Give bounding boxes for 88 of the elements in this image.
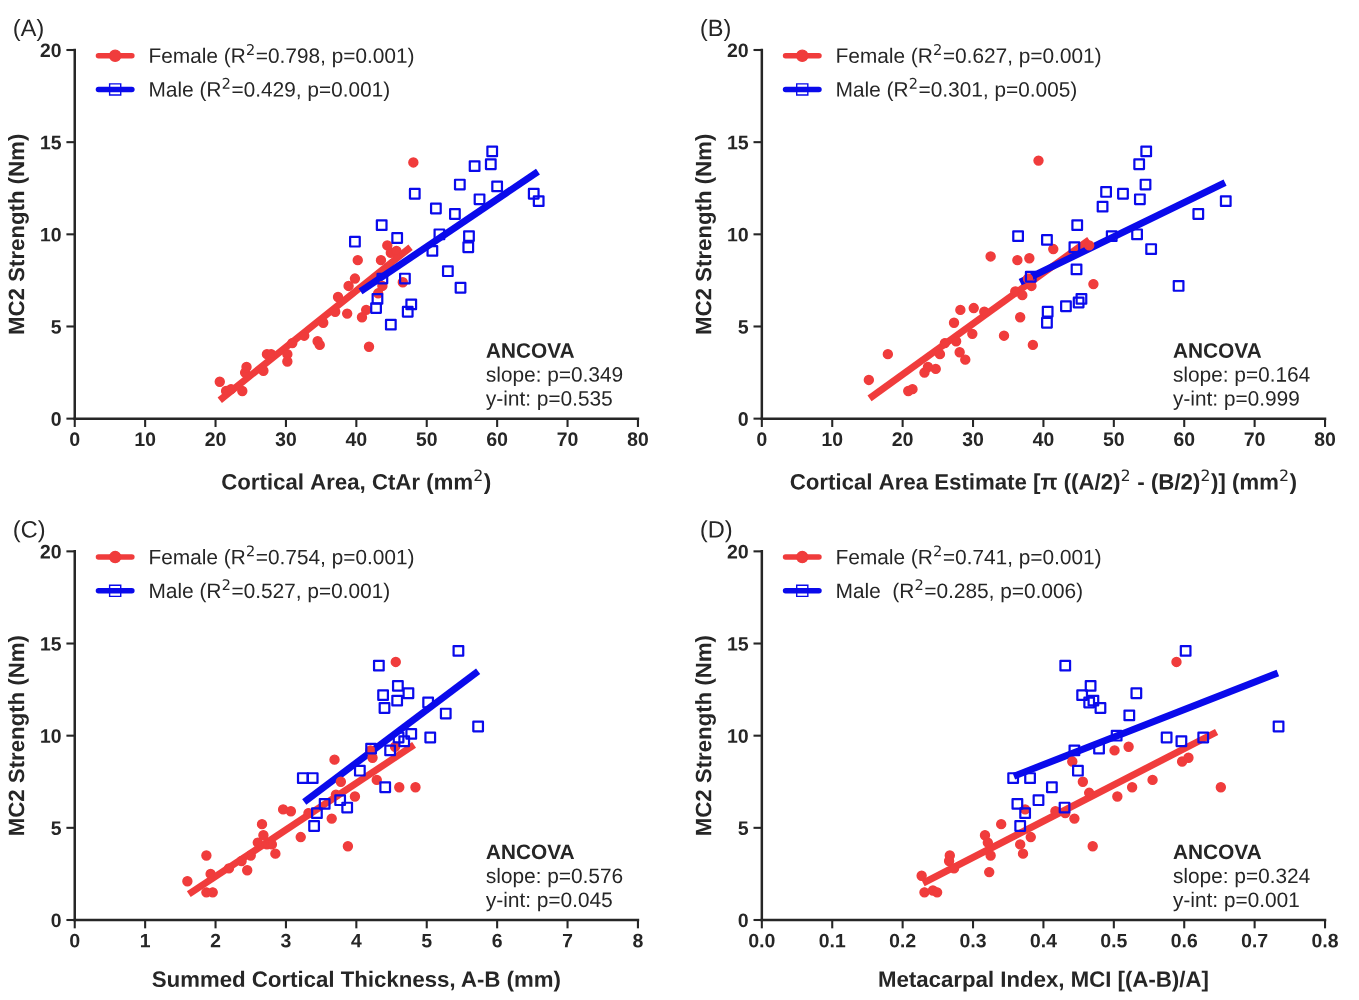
annotation: ANCOVA <box>486 844 575 860</box>
x-tick-label: 6 <box>492 933 502 948</box>
y-tick-label: 20 <box>727 544 748 559</box>
y-tick-label: 0 <box>51 412 61 426</box>
annotation: slope: p=0.349 <box>486 366 623 386</box>
x-tick-label: 30 <box>275 432 296 447</box>
x-axis-title: Cortical Area, CtAr (mm$^{2}$) <box>222 469 491 495</box>
annotation: y-int: p=0.001 <box>1173 891 1299 912</box>
y-axis-title: MC2 Strength (Nm) <box>695 636 716 835</box>
x-tick-label: 0 <box>757 432 767 447</box>
chart-title: (B) <box>701 19 730 41</box>
x-tick-label: 0.1 <box>819 933 846 948</box>
x-tick-label: 7 <box>562 933 573 948</box>
x-tick-label: 20 <box>892 432 913 447</box>
x-tick-label: 60 <box>1174 432 1195 447</box>
y-tick-label: 15 <box>41 135 62 150</box>
y-tick-label: 5 <box>738 821 749 836</box>
annotation: slope: p=0.576 <box>486 867 623 888</box>
x-tick-label: 0.2 <box>889 933 916 948</box>
x-axis-title: Metacarpal Index, MCI [(A-B)/A] <box>879 970 1208 992</box>
x-tick-label: 0.0 <box>749 933 775 948</box>
x-tick-label: 0.7 <box>1241 933 1268 948</box>
annotation: ANCOVA <box>1173 844 1262 860</box>
x-tick-label: 8 <box>633 933 643 948</box>
y-axis-title: MC2 Strength (Nm) <box>8 134 29 334</box>
chart-title: (C) <box>14 520 45 543</box>
y-tick-label: 10 <box>41 729 61 743</box>
y-tick-label: 10 <box>41 227 61 242</box>
y-tick-label: 0 <box>738 913 748 928</box>
y-tick-label: 0 <box>51 913 61 928</box>
y-tick-label: 20 <box>727 43 748 58</box>
annotation: slope: p=0.164 <box>1173 366 1310 386</box>
x-tick-label: 40 <box>345 432 367 447</box>
x-tick-label: 0 <box>70 432 80 447</box>
y-axis-title: MC2 Strength (Nm) <box>8 636 29 835</box>
x-tick-label: 1 <box>140 933 151 948</box>
x-axis-title: Cortical Area Estimate [π ((A/2)$^{2}$ - (B/2)$^{2}$)] (mm$^{2}$) <box>790 469 1296 495</box>
x-tick-label: 50 <box>1103 432 1124 447</box>
x-tick-label: 80 <box>1314 432 1336 447</box>
y-tick-label: 15 <box>728 135 749 150</box>
y-axis-title: MC2 Strength (Nm) <box>695 134 716 334</box>
x-tick-label: 70 <box>1244 432 1265 447</box>
y-tick-label: 20 <box>40 544 61 559</box>
x-tick-label: 30 <box>962 432 984 447</box>
y-tick-label: 10 <box>728 227 748 242</box>
legend-label: Male (R$^{2}$=0.301, p=0.005) <box>837 77 1076 101</box>
legend-label: Female (R$^{2}$=0.798, p=0.001) <box>150 44 414 68</box>
legend-label: Female (R$^{2}$=0.754, p=0.001) <box>150 545 414 569</box>
legend-label: Male (R$^{2}$=0.285, p=0.006) <box>837 579 1082 603</box>
chart-title: (A) <box>14 19 43 41</box>
annotation: y-int: p=0.045 <box>485 891 612 912</box>
x-tick-label: 40 <box>1032 432 1054 447</box>
legend-label: Female (R$^{2}$=0.627, p=0.001) <box>837 44 1101 68</box>
y-tick-label: 15 <box>41 637 62 651</box>
x-tick-label: 4 <box>351 933 362 948</box>
x-tick-label: 0.6 <box>1171 933 1198 948</box>
annotation: y-int: p=0.999 <box>1173 390 1299 410</box>
annotation: y-int: p=0.535 <box>485 390 612 410</box>
x-tick-label: 0 <box>70 933 80 948</box>
annotation: slope: p=0.324 <box>1173 867 1310 888</box>
y-tick-label: 5 <box>51 821 62 836</box>
y-tick-label: 0 <box>738 412 748 426</box>
x-axis-title: Summed Cortical Thickness, A-B (mm) <box>152 970 560 992</box>
chart-title: (D) <box>701 520 732 543</box>
y-tick-label: 5 <box>51 320 62 334</box>
legend-label: Male (R$^{2}$=0.527, p=0.001) <box>150 579 389 603</box>
annotation: ANCOVA <box>1173 343 1262 358</box>
x-tick-label: 60 <box>487 432 508 447</box>
x-tick-label: 50 <box>416 432 437 447</box>
x-tick-label: 10 <box>135 432 156 447</box>
x-tick-label: 0.5 <box>1101 933 1127 948</box>
legend-label: Male (R$^{2}$=0.429, p=0.001) <box>150 77 389 101</box>
y-tick-label: 15 <box>728 637 749 651</box>
x-tick-label: 10 <box>822 432 843 447</box>
legend-label: Female (R$^{2}$=0.741, p=0.001) <box>837 545 1101 569</box>
x-tick-label: 0.3 <box>960 933 986 948</box>
x-tick-label: 20 <box>205 432 226 447</box>
x-tick-label: 2 <box>210 933 221 948</box>
y-tick-label: 5 <box>738 320 749 334</box>
x-tick-label: 80 <box>627 432 648 447</box>
x-tick-label: 0.4 <box>1030 933 1057 948</box>
x-tick-label: 0.8 <box>1312 933 1338 948</box>
annotation: ANCOVA <box>486 343 575 358</box>
y-tick-label: 10 <box>728 729 748 743</box>
x-tick-label: 5 <box>421 933 432 948</box>
x-tick-label: 70 <box>557 432 578 447</box>
y-tick-label: 20 <box>40 43 61 58</box>
x-tick-label: 3 <box>280 933 291 948</box>
